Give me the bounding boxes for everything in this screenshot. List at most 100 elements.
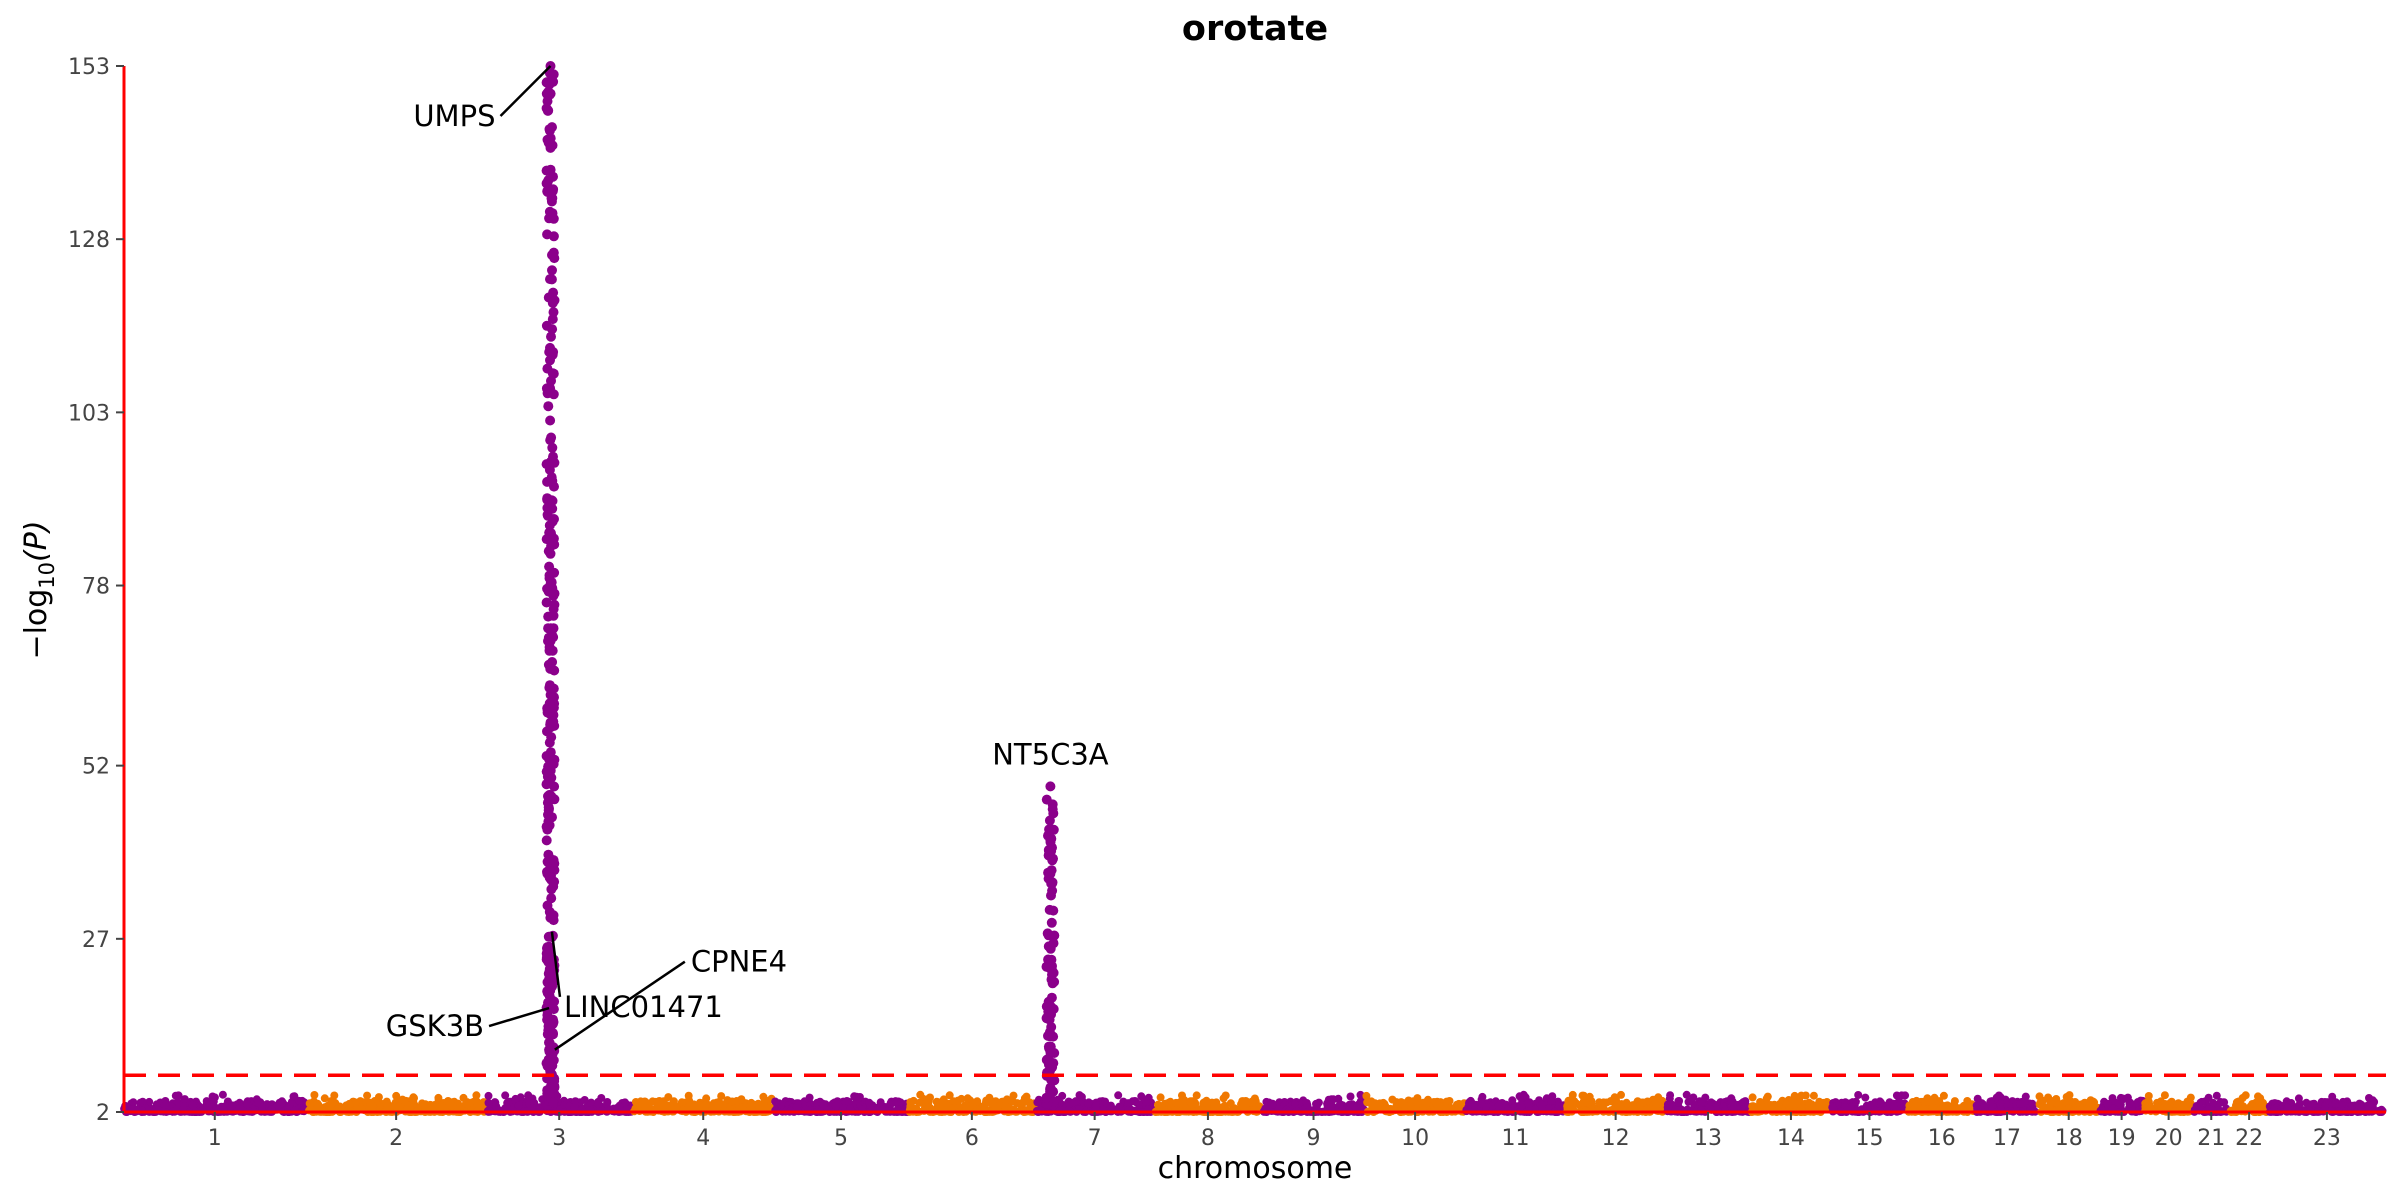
data-point [652,1098,661,1107]
data-point [2241,1091,2250,1100]
data-point [852,1092,861,1101]
data-point [546,577,557,588]
data-point [1046,917,1057,928]
data-point [1077,1092,1086,1101]
data-point [669,1097,678,1106]
data-point [2046,1097,2055,1106]
data-point [1142,1097,1151,1106]
data-point [484,1091,493,1100]
data-point [621,1098,629,1107]
data-point [963,1094,972,1103]
data-point [1041,961,1052,972]
data-point [541,835,552,846]
x-tick-label: 18 [2055,1126,2083,1151]
data-point [717,1092,726,1101]
data-point [434,1093,443,1102]
data-point [1762,1094,1771,1103]
data-point [594,1097,603,1106]
data-point [295,1096,304,1105]
data-point [548,287,559,298]
data-point [1008,1097,1017,1106]
x-axis-ticks: 1 2 3 4 5 6 7 8 9 10 11 12 13 14 15 16 17 18 19 20 21 22 23 [208,1112,2341,1151]
data-point [484,1098,493,1107]
data-point [426,1100,435,1109]
data-point [1000,1101,1009,1110]
data-point [728,1097,737,1106]
x-axis-label: chromosome [1158,1151,1353,1186]
x-tick-label: 6 [965,1126,979,1151]
data-point [544,520,555,531]
data-point [1602,1098,1611,1107]
data-point [1788,1099,1797,1108]
y-tick-label: 103 [68,401,110,426]
data-point [1578,1091,1587,1100]
data-point [1517,1101,1526,1110]
x-tick-label: 4 [696,1126,710,1151]
data-point [546,274,557,285]
data-point [129,1098,138,1107]
data-point [327,1097,336,1106]
data-point [1862,1101,1871,1110]
data-point [1203,1099,1211,1107]
data-point [1043,1030,1053,1041]
data-point [747,1098,756,1107]
data-point [2296,1099,2304,1108]
data-point [1045,781,1056,792]
y-axis-label-subscript: 10 [35,562,59,589]
data-point [544,680,555,691]
data-point [1828,1103,1837,1112]
data-point [771,1097,780,1106]
data-point [1326,1098,1335,1107]
data-point [404,1101,413,1110]
data-point [530,1099,539,1108]
data-point [180,1095,189,1104]
data-point [658,1099,667,1107]
data-point [545,623,556,634]
data-point [759,1099,768,1108]
data-point [218,1090,227,1099]
annotation-leader-line [488,1006,550,1028]
data-points [120,61,2387,1116]
data-point [320,1094,329,1103]
y-tick-label: 78 [82,575,110,600]
data-point [1219,1094,1228,1103]
data-point [1986,1097,1995,1106]
x-tick-label: 15 [1855,1126,1883,1151]
data-point [1312,1099,1320,1108]
x-tick-label: 7 [1088,1126,1102,1151]
data-point [545,186,556,197]
data-point [638,1098,647,1107]
data-point [545,435,556,446]
data-point [548,213,559,224]
data-point [957,1094,966,1103]
data-point [548,1028,558,1039]
annotation-leader-line [550,931,562,998]
data-point [1612,1096,1620,1105]
data-point [542,105,553,116]
data-point [547,503,558,514]
data-point [541,534,552,545]
data-point [545,548,556,559]
data-point [2347,1101,2356,1110]
data-point [1033,1098,1042,1107]
data-point [377,1100,386,1109]
data-point [1901,1091,1910,1100]
data-point [1537,1100,1546,1109]
data-point [1048,905,1059,916]
data-point [949,1097,958,1106]
data-point [1044,815,1055,826]
data-point [1352,1103,1361,1112]
data-point [1622,1098,1631,1107]
y-tick-label: 153 [68,55,110,80]
data-point [366,1099,375,1108]
data-point [548,231,559,242]
data-point [492,1104,501,1113]
data-point [171,1091,180,1100]
data-point [2283,1103,2292,1112]
data-point [1757,1102,1766,1111]
data-point [2331,1100,2340,1108]
data-point [1454,1101,1463,1110]
data-point [549,295,560,306]
x-tick-label: 1 [208,1126,222,1151]
